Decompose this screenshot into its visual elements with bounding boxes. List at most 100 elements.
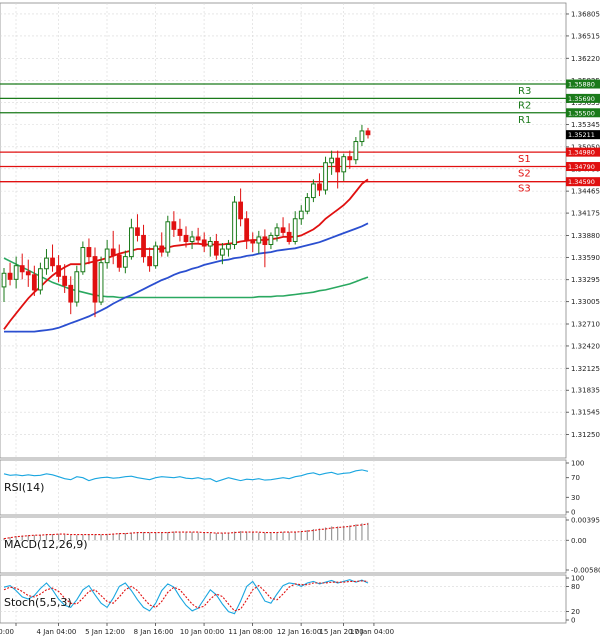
price-tick-label: 1.31835 xyxy=(571,387,600,395)
candle-body xyxy=(256,236,262,244)
stoch-tick-label: 0 xyxy=(571,617,575,625)
price-tick-label: 1.32420 xyxy=(571,342,600,350)
candle-body xyxy=(50,257,55,267)
candle-body xyxy=(129,227,134,258)
candle-body xyxy=(38,268,43,291)
candle-body xyxy=(262,236,268,246)
price-tick-label: 1.36220 xyxy=(571,55,600,63)
candle-body xyxy=(1,272,7,288)
candle-body xyxy=(25,271,31,276)
level-label-r1: R1 xyxy=(518,115,531,126)
price-tick-label: 1.31545 xyxy=(571,409,600,417)
candle-body xyxy=(335,157,341,173)
candle-body xyxy=(31,274,37,291)
moving-average-blue xyxy=(4,222,369,333)
time-axis-label: 17 Jan 04:00 xyxy=(350,628,394,636)
time-axis-label: 10 Jan 00:00 xyxy=(180,628,224,636)
level-label-s1: S1 xyxy=(518,154,531,165)
candle-body xyxy=(317,183,322,191)
level-label-s3: S3 xyxy=(518,184,531,195)
candle-body xyxy=(298,210,304,220)
macd-tick-label: 0.00 xyxy=(571,537,587,545)
current-price-tag xyxy=(566,130,600,140)
price-tick-label: 1.35635 xyxy=(571,99,600,107)
candle-body xyxy=(286,231,292,242)
candle-body xyxy=(268,234,274,246)
level-label-r3: R3 xyxy=(518,86,531,97)
rsi-tick-label: 30 xyxy=(571,494,580,502)
candle-body xyxy=(207,240,213,247)
level-price-tag xyxy=(566,79,600,89)
candle-body xyxy=(238,201,243,220)
candle-body xyxy=(116,254,122,268)
time-axis-label: n 20:00 xyxy=(0,628,14,636)
candle-body xyxy=(171,221,177,230)
time-axis-label: 11 Jan 08:00 xyxy=(228,628,272,636)
price-tick-label: 1.33295 xyxy=(571,276,600,284)
level-price-tag xyxy=(566,162,600,172)
time-axis-label: 15 Jan 20:00 xyxy=(319,628,363,636)
candle-body xyxy=(56,265,61,277)
level-price-label: 1.34790 xyxy=(568,163,595,171)
price-tick-label: 1.32125 xyxy=(571,365,600,373)
level-price-label: 1.34980 xyxy=(568,149,595,157)
level-label-s2: S2 xyxy=(518,169,531,180)
rsi-tick-label: 0 xyxy=(571,509,575,517)
candle-body xyxy=(359,130,365,143)
price-tick-label: 1.35050 xyxy=(571,143,600,151)
level-price-tag xyxy=(566,93,600,103)
macd-tick-label: 0.003958 xyxy=(571,517,600,525)
level-price-label: 1.35880 xyxy=(568,81,595,89)
price-tick-label: 1.31250 xyxy=(571,431,600,439)
price-tick-label: 1.34465 xyxy=(571,188,600,196)
time-axis-label: 12 Jan 16:00 xyxy=(277,628,321,636)
candle-body xyxy=(226,244,231,250)
candle-body xyxy=(347,156,353,161)
candle-body xyxy=(98,262,104,303)
price-tick-label: 1.34175 xyxy=(571,210,600,218)
candle-body xyxy=(220,248,225,256)
candle-body xyxy=(250,239,256,244)
candle-body xyxy=(122,256,128,268)
candle-body xyxy=(341,156,347,173)
price-tick-label: 1.35345 xyxy=(571,121,600,129)
candle-body xyxy=(44,257,49,270)
candle-body xyxy=(68,284,74,303)
candle-body xyxy=(323,162,328,191)
stoch-tick-label: 80 xyxy=(571,583,580,591)
level-price-label: 1.35690 xyxy=(568,95,595,103)
macd-label: MACD(12,26,9) xyxy=(4,538,88,551)
candle-body xyxy=(189,236,195,242)
candle-body xyxy=(92,256,98,303)
candle-body xyxy=(311,183,316,199)
level-price-label: 1.35500 xyxy=(568,109,595,117)
rsi-label: RSI(14) xyxy=(4,481,44,494)
candle-body xyxy=(62,275,68,286)
time-axis-label: 8 Jan 16:00 xyxy=(134,628,174,636)
candle-body xyxy=(104,248,110,264)
macd-signal-line xyxy=(3,523,369,540)
level-price-label: 1.34590 xyxy=(568,178,595,186)
candle-body xyxy=(159,245,165,253)
candle-body xyxy=(141,234,146,258)
candle-body xyxy=(232,201,237,246)
macd-panel xyxy=(0,516,567,574)
stoch-k-line xyxy=(3,579,369,615)
candle-body xyxy=(280,227,286,233)
price-tick-label: 1.36805 xyxy=(571,10,600,18)
candle-body xyxy=(165,221,171,253)
level-price-tag xyxy=(566,108,600,118)
candle-body xyxy=(353,141,359,161)
rsi-tick-label: 100 xyxy=(571,460,584,468)
candle-body xyxy=(304,197,310,212)
rsi-panel xyxy=(0,459,567,516)
time-axis-label: 5 Jan 12:00 xyxy=(85,628,125,636)
time-axis-label: 4 Jan 04:00 xyxy=(37,628,77,636)
candle-body xyxy=(201,239,207,247)
stoch-panel xyxy=(0,574,567,624)
candle-body xyxy=(7,272,13,280)
candle-body xyxy=(274,227,280,236)
candle-body xyxy=(80,247,86,273)
price-tick-label: 1.36515 xyxy=(571,32,600,40)
